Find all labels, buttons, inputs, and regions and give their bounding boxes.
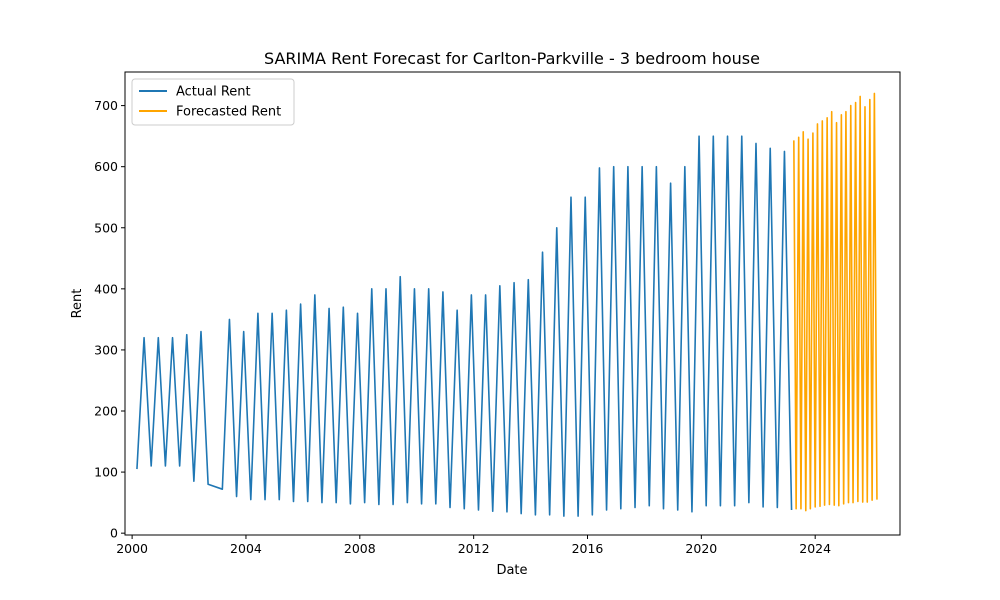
legend-box [131,78,295,126]
legend-label-forecast: Forecasted Rent [176,105,281,120]
y-axis-title: Rent [70,289,85,319]
y-tick-label: 400 [94,281,118,296]
x-tick-label: 2012 [458,541,490,556]
x-tick-label: 2008 [344,541,376,556]
x-axis-title: Date [496,563,527,578]
series-line-forecasted-rent [793,92,878,512]
x-tick-label: 2020 [685,541,717,556]
chart-title: SARIMA Rent Forecast for Carlton-Parkvil… [264,49,760,68]
series-line-actual-rent [136,135,793,517]
x-tick-label: 2024 [799,541,831,556]
legend: Actual Rent Forecasted Rent [131,78,295,126]
y-tick-label: 100 [94,465,118,480]
x-tick-label: 2016 [572,541,604,556]
legend-label-actual: Actual Rent [176,85,251,100]
series-group [136,92,878,517]
plot-frame [124,71,901,536]
y-tick-label: 500 [94,220,118,235]
y-tick-label: 200 [94,404,118,419]
x-tick-label: 2004 [230,541,262,556]
y-tick-label: 300 [94,342,118,357]
y-tick-label: 600 [94,159,118,174]
y-tick-label: 700 [94,98,118,113]
y-tick-label: 0 [110,526,118,541]
x-tick-label: 2000 [116,541,148,556]
ticks: 2000 2004 2008 2012 2016 2020 2024 0 100 200 300 40… [94,98,831,556]
